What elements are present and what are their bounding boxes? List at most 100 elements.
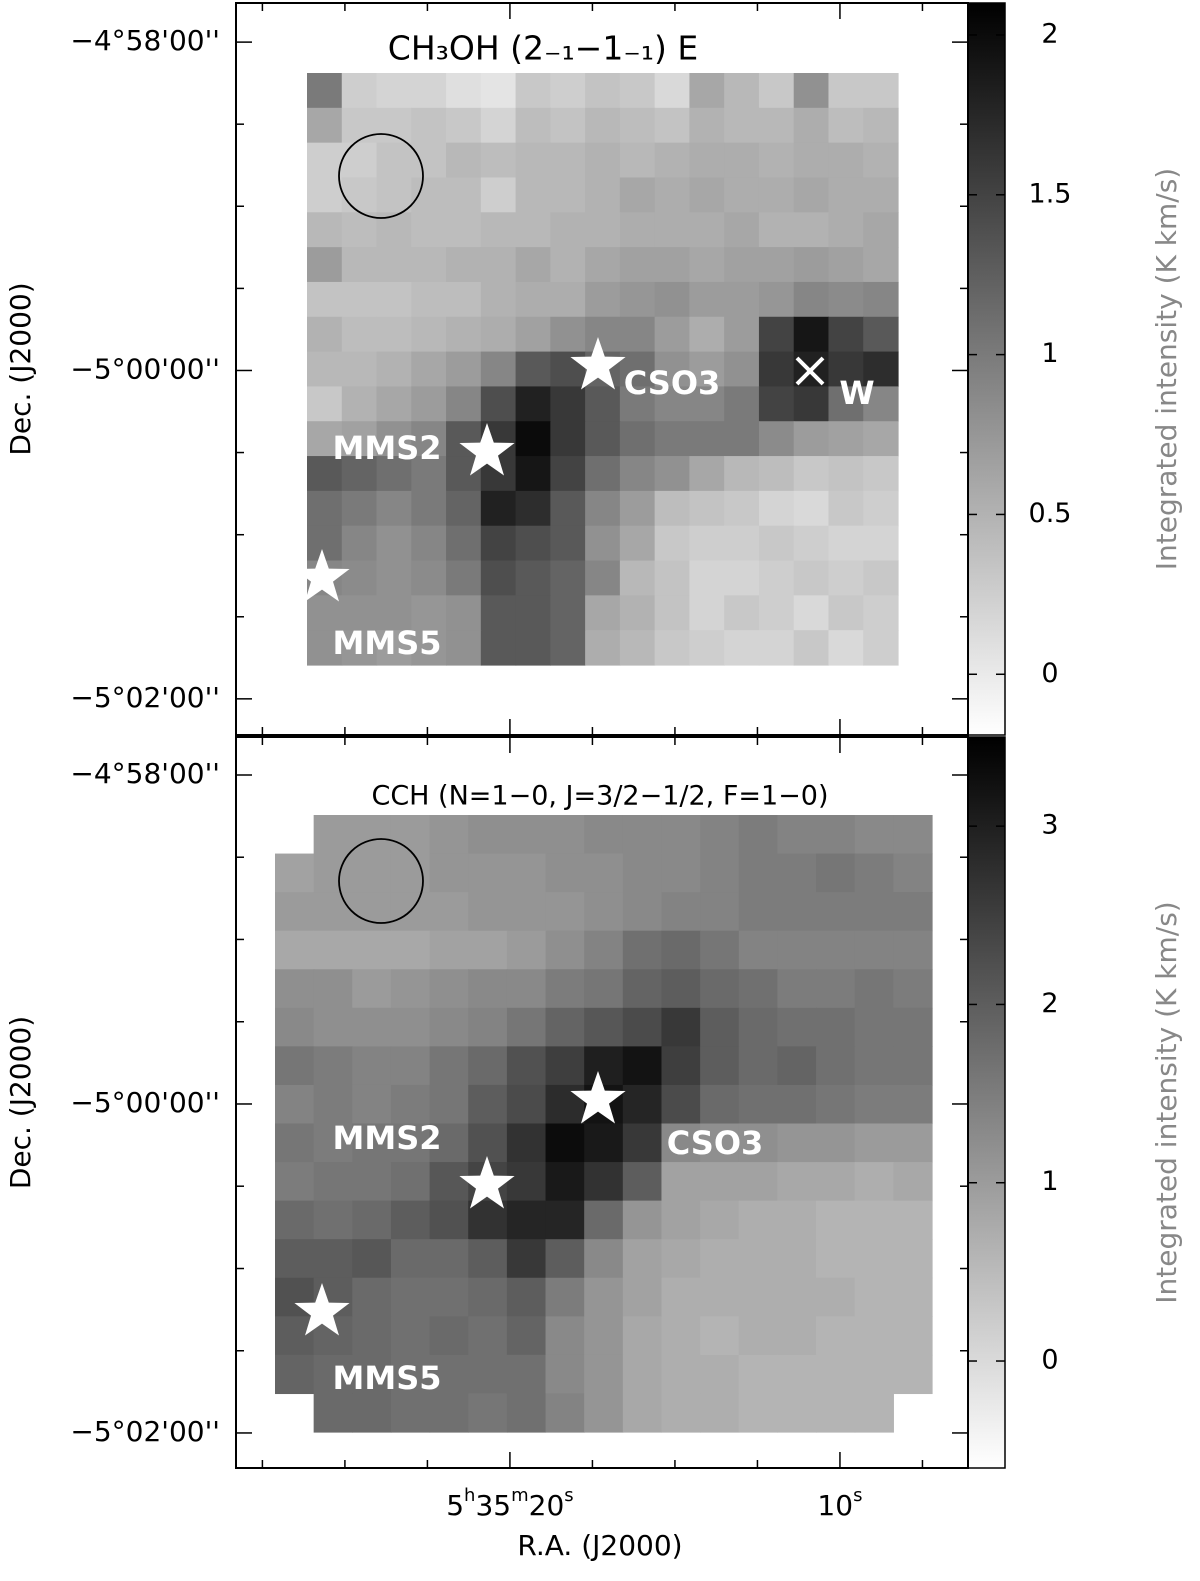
map-cell bbox=[661, 1084, 701, 1125]
map-cell bbox=[724, 386, 760, 422]
map-cell bbox=[758, 421, 795, 457]
map-cell bbox=[506, 1084, 547, 1125]
map-cell bbox=[863, 630, 899, 666]
map-cell bbox=[828, 490, 864, 527]
map-cell bbox=[480, 490, 517, 527]
map-cell bbox=[468, 1007, 508, 1047]
map-cell bbox=[661, 1239, 701, 1279]
map-cell bbox=[468, 1316, 508, 1356]
colorbar-tick-label: 3 bbox=[1041, 810, 1058, 841]
map-cell bbox=[816, 1239, 856, 1279]
map-cell bbox=[275, 1007, 315, 1047]
map-cell bbox=[307, 177, 343, 213]
map-cell bbox=[793, 525, 830, 562]
map-cell bbox=[777, 853, 817, 893]
colorbar-label: Integrated intensity (K km/s) bbox=[1150, 168, 1183, 570]
map-cell bbox=[758, 351, 795, 388]
map-cell bbox=[515, 212, 551, 248]
map-cell bbox=[376, 177, 412, 213]
map-cell bbox=[863, 107, 899, 144]
map-cell bbox=[341, 421, 378, 457]
map-cell bbox=[758, 212, 795, 248]
map-cell bbox=[429, 1084, 469, 1125]
map-cell bbox=[480, 595, 517, 631]
map-cell bbox=[307, 525, 343, 562]
map-cell bbox=[758, 281, 795, 318]
map-cell bbox=[313, 892, 353, 932]
map-cell bbox=[816, 853, 856, 893]
map-cell bbox=[758, 73, 795, 109]
map-cell bbox=[700, 1316, 740, 1356]
map-cell bbox=[275, 1239, 315, 1279]
map-cell bbox=[550, 316, 586, 353]
x-tick-label: 10s bbox=[817, 1485, 862, 1522]
map-cell bbox=[352, 853, 392, 893]
map-cell bbox=[724, 247, 760, 283]
map-cell bbox=[854, 815, 894, 855]
map-cell bbox=[429, 853, 469, 893]
map-cell bbox=[893, 1084, 933, 1125]
map-cell bbox=[654, 560, 691, 596]
map-cell bbox=[480, 560, 517, 596]
map-cell bbox=[854, 1316, 894, 1356]
source-label: MMS5 bbox=[333, 624, 442, 662]
map-cell bbox=[758, 142, 795, 179]
source-label: CSO3 bbox=[667, 1124, 764, 1162]
map-cell bbox=[313, 1162, 353, 1202]
map-cell bbox=[550, 281, 586, 318]
map-cell bbox=[515, 456, 551, 492]
colorbar-tick-label: 0 bbox=[1041, 1345, 1058, 1376]
map-cell bbox=[376, 386, 412, 422]
x-tick-label: 5h35m20s bbox=[446, 1485, 573, 1522]
map-cell bbox=[724, 73, 760, 109]
map-cell bbox=[585, 490, 621, 527]
map-cell bbox=[585, 560, 621, 596]
map-cell bbox=[429, 930, 469, 970]
map-cell bbox=[619, 316, 656, 353]
colorbar-tick-label: 2 bbox=[1041, 988, 1058, 1019]
map-cell bbox=[863, 177, 899, 213]
map-cell bbox=[307, 421, 343, 457]
map-cell bbox=[390, 815, 431, 855]
map-cell bbox=[468, 892, 508, 932]
map-cell bbox=[429, 1123, 469, 1163]
map-cell bbox=[585, 107, 621, 144]
map-cell bbox=[390, 1200, 431, 1240]
map-cell bbox=[758, 316, 795, 353]
cross-marker bbox=[795, 356, 825, 386]
map-cell bbox=[506, 1200, 547, 1240]
map-cell bbox=[828, 560, 864, 596]
map-cell bbox=[468, 853, 508, 893]
map-cell bbox=[863, 281, 899, 318]
panel-title: CH₃OH (2₋₁−1₋₁) E bbox=[388, 29, 698, 68]
map-cell bbox=[893, 892, 933, 932]
map-cell bbox=[411, 490, 447, 527]
map-cell bbox=[585, 212, 621, 248]
map-cell bbox=[700, 1239, 740, 1279]
source-label: MMS2 bbox=[333, 429, 442, 467]
map-cell bbox=[585, 595, 621, 631]
map-cell bbox=[429, 1393, 469, 1433]
map-cell bbox=[429, 1239, 469, 1279]
map-cell bbox=[700, 815, 740, 855]
map-cell bbox=[738, 892, 779, 932]
map-cell bbox=[313, 1046, 353, 1086]
map-cell bbox=[619, 386, 656, 422]
map-cell bbox=[816, 1123, 856, 1163]
map-cell bbox=[863, 142, 899, 179]
map-cell bbox=[622, 853, 663, 893]
map-cell bbox=[275, 930, 315, 970]
map-cell bbox=[411, 316, 447, 353]
map-cell bbox=[376, 421, 412, 457]
map-cell bbox=[411, 247, 447, 283]
map-cell bbox=[352, 969, 392, 1009]
map-cell bbox=[429, 1354, 469, 1395]
map-cell bbox=[307, 73, 343, 109]
map-cell bbox=[446, 351, 482, 388]
map-cell bbox=[793, 421, 830, 457]
map-cell bbox=[854, 930, 894, 970]
map-cell bbox=[585, 247, 621, 283]
map-cell bbox=[390, 969, 431, 1009]
map-cell bbox=[700, 930, 740, 970]
map-cell bbox=[584, 1239, 624, 1279]
